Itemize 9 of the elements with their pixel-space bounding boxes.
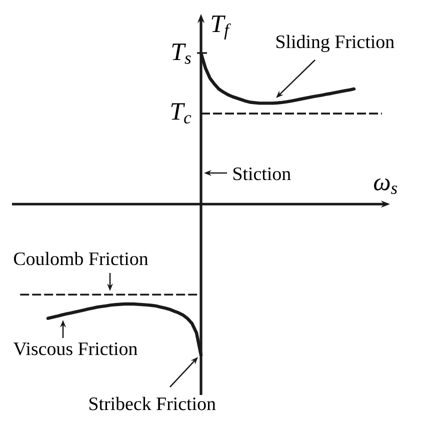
text: Sliding Friction [276,34,394,52]
annotation: T$_{s}$ [172,44,191,64]
ref-line-label: T$_{c}$ [171,103,192,124]
annotation: Viscous Friction [13,342,138,356]
x-axis-title: ω$_{s}$ [374,178,398,194]
y-axis-title: T$_{f}$ [212,16,231,40]
text: Stribeck Friction [89,396,216,410]
annotation: Coulomb Friction [14,252,148,266]
annotation: Stiction [233,167,291,180]
